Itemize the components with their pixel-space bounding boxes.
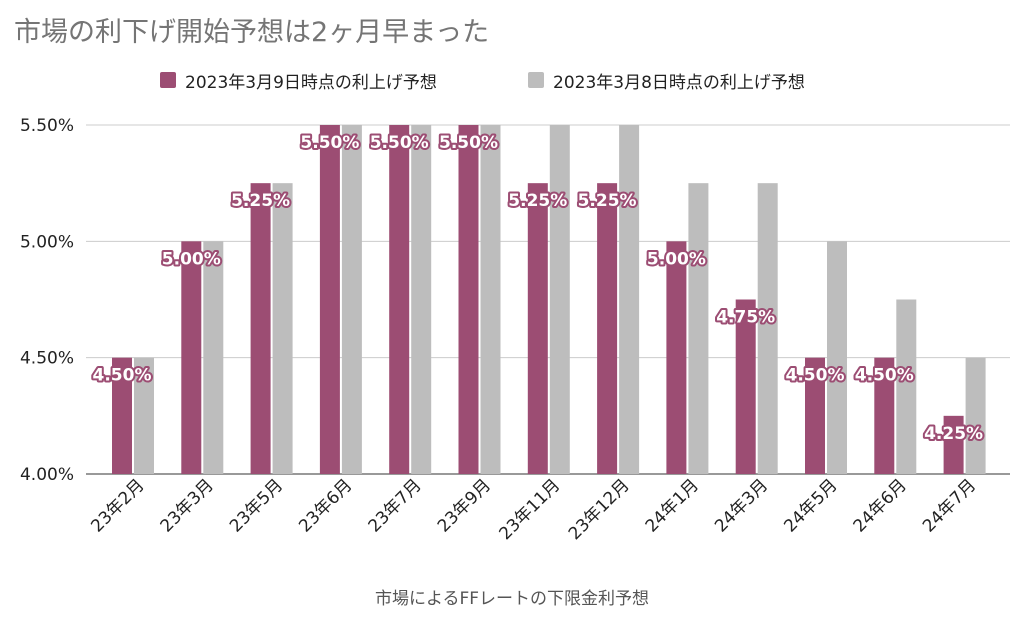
data-label: 5.25% [508, 191, 567, 211]
bar-series-2 [827, 241, 847, 474]
bar-series-2 [549, 125, 570, 474]
bar-series-1 [943, 415, 964, 474]
x-tick-label: 23年3月 [157, 475, 218, 536]
x-tick-label: 23年2月 [87, 475, 148, 536]
data-label: 5.50% [439, 133, 498, 153]
bar-series-2 [203, 241, 224, 474]
x-tick-label: 24年1月 [642, 475, 703, 536]
x-tick-label: 23年7月 [365, 475, 426, 536]
data-label: 4.50% [786, 366, 845, 386]
bar-series-1 [250, 183, 271, 474]
bar-series-2 [480, 125, 501, 474]
x-tick-label: 23年9月 [434, 475, 495, 536]
bar-series-2 [896, 299, 917, 474]
bar-series-2 [965, 357, 986, 474]
bar-series-1 [458, 125, 479, 474]
bar-series-1 [112, 357, 132, 474]
bar-series-1 [597, 183, 618, 474]
bar-series-2 [757, 183, 778, 474]
data-label: 5.50% [370, 133, 429, 153]
x-tick-label: 23年12月 [565, 475, 634, 544]
data-label: 4.25% [924, 424, 983, 444]
data-label: 5.25% [231, 191, 290, 211]
legend-item-series-1: 2023年3月9日時点の利上げ予想 [160, 66, 437, 94]
data-label: 5.00% [162, 249, 221, 269]
bar-series-1 [874, 357, 895, 474]
y-tick-label: 4.00% [20, 465, 74, 485]
chart-title: 市場の利下げ開始予想は2ヶ月早まった [14, 17, 490, 48]
legend: 2023年3月9日時点の利上げ予想 2023年3月8日時点の利上げ予想 [0, 66, 1024, 94]
bar-series-1 [389, 125, 410, 474]
data-label: 5.25% [578, 191, 637, 211]
x-tick-label: 24年3月 [711, 475, 772, 536]
bar-series-1 [666, 241, 687, 474]
bar-series-2 [134, 357, 154, 474]
bar-series-1 [319, 125, 340, 474]
y-tick-label: 4.50% [20, 349, 74, 369]
data-label: 4.50% [93, 366, 152, 386]
x-tick-label: 24年7月 [919, 475, 980, 536]
bar-series-2 [619, 125, 640, 474]
x-tick-label: 23年6月 [295, 475, 356, 536]
bar-series-1 [527, 183, 548, 474]
bar-series-1 [735, 299, 756, 474]
bar-series-2 [411, 125, 432, 474]
x-tick-label: 24年5月 [780, 475, 841, 536]
x-tick-label: 23年5月 [226, 475, 287, 536]
legend-swatch-series-1 [160, 72, 176, 88]
data-label: 5.00% [647, 249, 706, 269]
data-label: 4.50% [855, 366, 914, 386]
bar-series-2 [272, 183, 293, 474]
x-tick-label: 24年6月 [850, 475, 911, 536]
bar-series-1 [181, 241, 202, 474]
x-axis-title: 市場によるFFレートの下限金利予想 [374, 589, 650, 609]
legend-item-series-2: 2023年3月8日時点の利上げ予想 [528, 66, 805, 94]
bar-series-1 [805, 357, 825, 474]
y-tick-label: 5.00% [20, 232, 74, 252]
legend-label-series-2: 2023年3月8日時点の利上げ予想 [553, 72, 805, 93]
y-tick-label: 5.50% [20, 116, 74, 136]
legend-swatch-series-2 [528, 72, 544, 88]
bar-series-2 [688, 183, 709, 474]
legend-label-series-1: 2023年3月9日時点の利上げ予想 [185, 72, 437, 93]
data-label: 5.50% [300, 133, 359, 153]
x-tick-label: 23年11月 [496, 475, 565, 544]
bar-series-2 [341, 125, 362, 474]
data-label: 4.75% [716, 308, 775, 328]
